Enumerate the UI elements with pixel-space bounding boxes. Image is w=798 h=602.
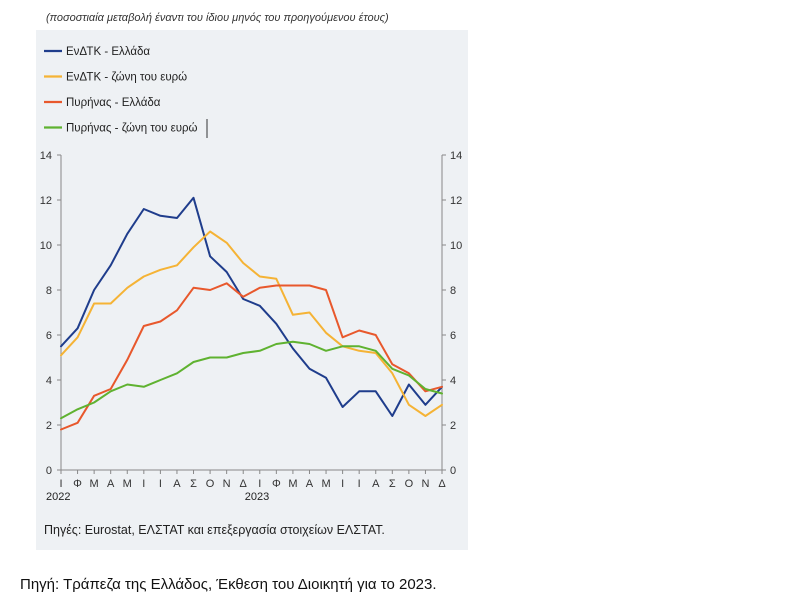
y-tick-label-right: 0 [450, 465, 456, 477]
x-tick-label: Δ [438, 478, 446, 490]
y-tick-label-left: 12 [40, 195, 52, 207]
x-tick-label: Μ [90, 478, 99, 490]
x-tick-label: Σ [389, 478, 396, 490]
x-tick-label: Α [306, 478, 314, 490]
x-tick-label: Φ [272, 478, 281, 490]
legend-label: ΕνΔΤΚ - ζώνη του ευρώ [66, 72, 187, 84]
chart-subtitle: (ποσοστιαία μεταβολή έναντι του ίδιου μη… [46, 12, 389, 24]
x-tick-label: Σ [190, 478, 197, 490]
y-tick-label-left: 6 [46, 330, 52, 342]
y-tick-label-left: 8 [46, 285, 52, 297]
x-tick-label: Ι [358, 478, 361, 490]
series-line-3 [60, 340, 443, 420]
y-tick-label-left: 0 [46, 465, 52, 477]
series-line-0 [60, 196, 443, 417]
year-label-2023: 2023 [245, 491, 269, 503]
legend-label: Πυρήνας - Ελλάδα [66, 97, 161, 109]
x-tick-label: Μ [321, 478, 330, 490]
x-tick-label: Α [372, 478, 380, 490]
y-tick-label-right: 2 [450, 420, 456, 432]
x-tick-label: Α [173, 478, 181, 490]
y-tick-label-right: 4 [450, 375, 456, 387]
x-tick-label: Μ [123, 478, 132, 490]
y-tick-label-right: 6 [450, 330, 456, 342]
x-tick-label: Ο [405, 478, 414, 490]
y-tick-label-right: 12 [450, 195, 462, 207]
y-tick-label-left: 4 [46, 375, 52, 387]
x-tick-label: Ι [59, 478, 62, 490]
y-tick-label-left: 2 [46, 420, 52, 432]
series-line-1 [60, 230, 443, 417]
series-line-2 [60, 282, 443, 431]
series-lines [60, 196, 443, 431]
x-tick-label: Δ [240, 478, 248, 490]
legend-label: Πυρήνας - ζώνη του ευρώ [66, 123, 198, 135]
y-tick-label-right: 10 [450, 240, 462, 252]
x-tick-label: Ο [206, 478, 215, 490]
legend-label: ΕνΔΤΚ - Ελλάδα [66, 46, 150, 58]
x-tick-label: Ι [159, 478, 162, 490]
x-tick-label: Ν [223, 478, 231, 490]
x-tick-label: Φ [73, 478, 82, 490]
y-tick-label-left: 14 [40, 150, 52, 162]
x-tick-label: Ν [421, 478, 429, 490]
figure-caption: Πηγή: Τράπεζα της Ελλάδος, Έκθεση του Δι… [20, 576, 437, 593]
y-tick-label-right: 8 [450, 285, 456, 297]
x-tick-label: Ι [341, 478, 344, 490]
x-tick-label: Μ [288, 478, 297, 490]
year-label-2022: 2022 [46, 491, 70, 503]
x-tick-label: Ι [258, 478, 261, 490]
y-tick-label-right: 14 [450, 150, 462, 162]
y-tick-label-left: 10 [40, 240, 52, 252]
source-note: Πηγές: Eurostat, ΕΛΣΤΑΤ και επεξεργασία … [44, 523, 385, 537]
x-tick-label: Ι [142, 478, 145, 490]
legend: ΕνΔΤΚ - Ελλάδα ΕνΔΤΚ - ζώνη του ευρώ Πυρήν… [44, 46, 208, 138]
x-tick-label: Α [107, 478, 115, 490]
chart-panel [36, 30, 468, 550]
